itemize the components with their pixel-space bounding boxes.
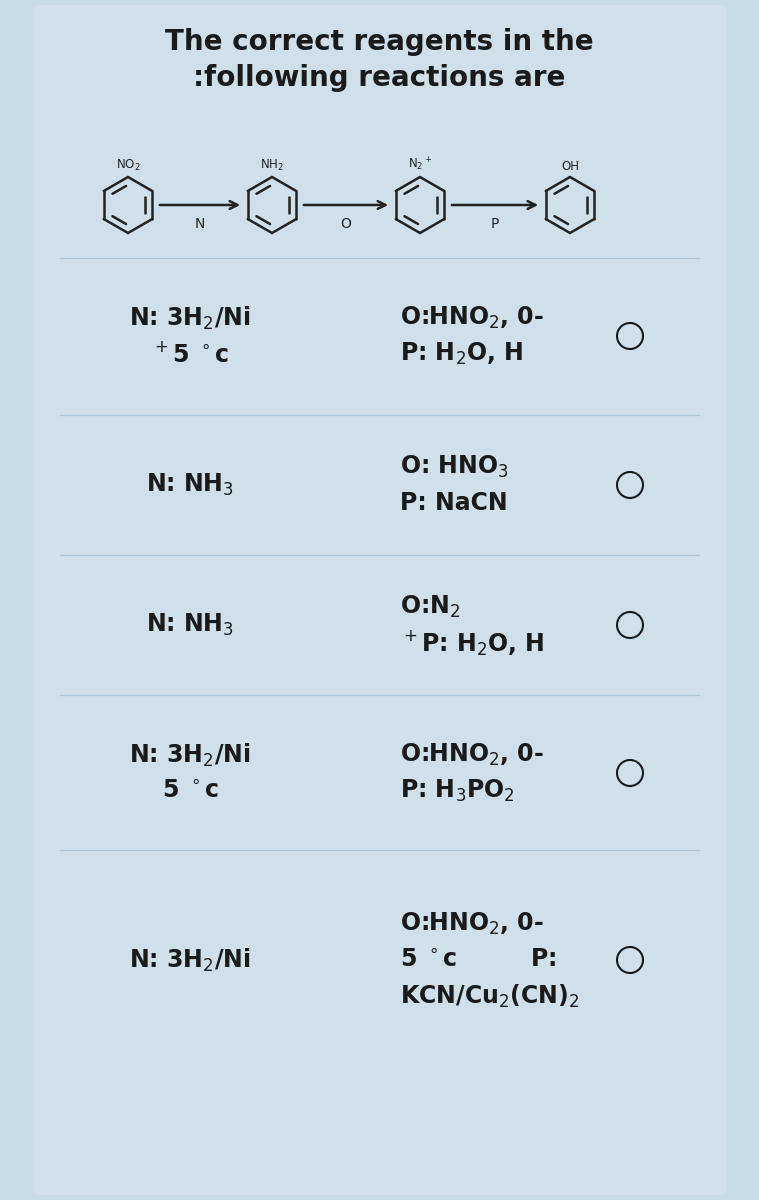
Text: N: NH$_3$: N: NH$_3$: [146, 472, 234, 498]
Text: P: H$_2$O, H: P: H$_2$O, H: [400, 341, 523, 367]
Text: P: NaCN: P: NaCN: [400, 491, 508, 515]
Text: P: H$_3$PO$_2$: P: H$_3$PO$_2$: [400, 778, 515, 804]
Text: O: O: [341, 217, 351, 230]
Text: 5 $^\circ$c         P:: 5 $^\circ$c P:: [400, 948, 556, 972]
Text: OH: OH: [561, 160, 579, 173]
Text: N$_2$$^+$: N$_2$$^+$: [408, 156, 432, 173]
Text: P: P: [491, 217, 499, 230]
Text: NH$_2$: NH$_2$: [260, 158, 284, 173]
Text: O:HNO$_2$, 0-: O:HNO$_2$, 0-: [400, 742, 544, 768]
Text: N: NH$_3$: N: NH$_3$: [146, 612, 234, 638]
Text: $^+$5 $^\circ$c: $^+$5 $^\circ$c: [151, 342, 229, 366]
FancyBboxPatch shape: [33, 5, 726, 1195]
Text: KCN/Cu$_2$(CN)$_2$: KCN/Cu$_2$(CN)$_2$: [400, 983, 579, 1009]
Text: 5 $^\circ$c: 5 $^\circ$c: [162, 779, 219, 803]
Text: O: HNO$_3$: O: HNO$_3$: [400, 454, 509, 480]
Text: O:HNO$_2$, 0-: O:HNO$_2$, 0-: [400, 911, 544, 937]
Text: :following reactions are: :following reactions are: [193, 64, 565, 92]
Text: N: 3H$_2$/Ni: N: 3H$_2$/Ni: [129, 742, 250, 769]
Text: The correct reagents in the: The correct reagents in the: [165, 28, 594, 56]
Text: N: N: [195, 217, 205, 230]
Text: NO$_2$: NO$_2$: [115, 158, 140, 173]
Text: N: 3H$_2$/Ni: N: 3H$_2$/Ni: [129, 305, 250, 331]
Text: O:N$_2$: O:N$_2$: [400, 594, 461, 620]
Text: O:HNO$_2$, 0-: O:HNO$_2$, 0-: [400, 305, 544, 331]
Text: $^+$P: H$_2$O, H: $^+$P: H$_2$O, H: [400, 629, 544, 658]
Text: N: 3H$_2$/Ni: N: 3H$_2$/Ni: [129, 947, 250, 973]
